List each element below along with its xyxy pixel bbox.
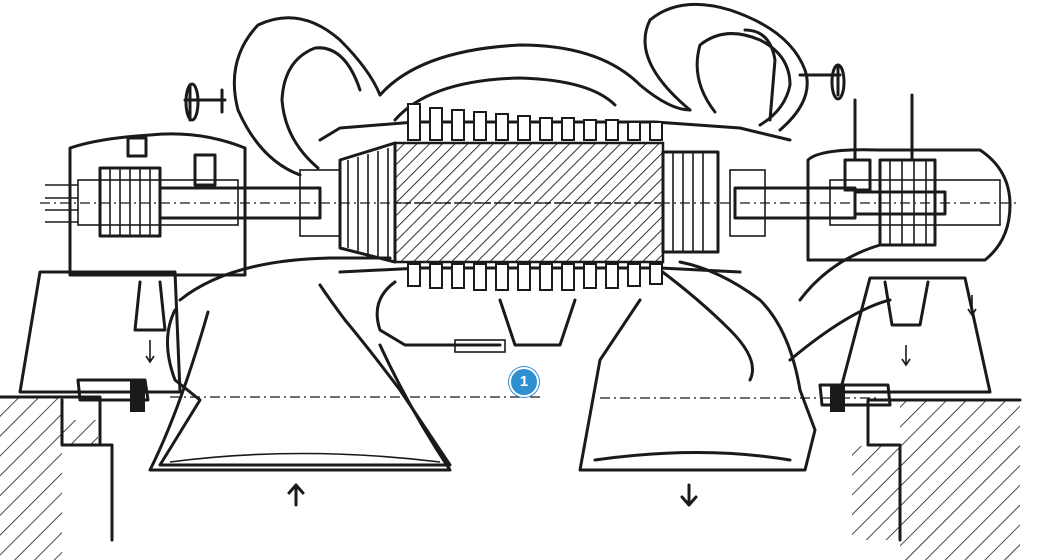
- foundation-right: [852, 398, 1022, 560]
- upper-blade-row: [407, 103, 663, 141]
- right-bearing-pedestal: [806, 93, 1012, 412]
- lower-blade-row: [407, 263, 663, 291]
- left-drain-arrow: [145, 340, 155, 364]
- valve-handwheels: [183, 63, 846, 122]
- callout-marker-1[interactable]: 1: [509, 367, 539, 397]
- rotor-drum: [338, 141, 720, 264]
- right-outer-drain-arrow: [967, 295, 977, 317]
- flow-arrow-down: [680, 483, 698, 507]
- right-drain-arrow: [901, 345, 911, 367]
- flow-arrow-up: [287, 483, 305, 507]
- turbine-casing: [148, 2, 892, 472]
- turbine-shaft: [158, 169, 947, 237]
- foundation-left: [0, 395, 114, 560]
- left-bearing-pedestal: [18, 132, 247, 412]
